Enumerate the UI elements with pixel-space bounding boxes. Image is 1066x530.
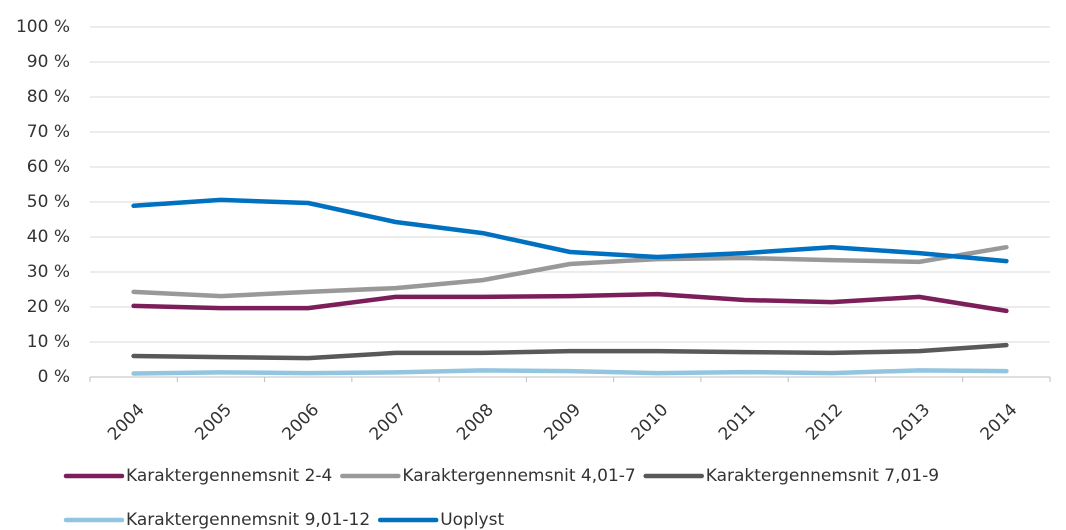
x-tick-label: 2011 [715, 400, 760, 445]
x-tick-label: 2013 [889, 400, 934, 445]
x-tick-label: 2008 [453, 400, 498, 445]
y-tick-label: 20 % [27, 297, 70, 317]
y-tick-label: 50 % [27, 192, 70, 212]
y-tick-label: 10 % [27, 332, 70, 352]
x-tick-label: 2010 [628, 400, 673, 445]
x-tick-label: 2007 [366, 400, 411, 445]
x-tick-label: 2014 [977, 400, 1022, 445]
y-tick-label: 100 % [16, 17, 70, 37]
series-line [131, 342, 1009, 361]
series-line [131, 197, 1009, 264]
series-line [131, 368, 1009, 376]
y-tick-label: 30 % [27, 262, 70, 282]
legend-label: Karaktergennemsnit 2-4 [126, 466, 332, 486]
legend-label: Karaktergennemsnit 4,01-7 [402, 466, 635, 486]
y-tick-label: 40 % [27, 227, 70, 247]
y-tick-label: 0 % [38, 367, 70, 387]
legend-label: Uoplyst [440, 510, 504, 530]
y-tick-label: 60 % [27, 157, 70, 177]
y-tick-label: 80 % [27, 87, 70, 107]
x-tick-label: 2009 [540, 400, 585, 445]
x-tick-label: 2006 [279, 400, 324, 445]
y-tick-label: 90 % [27, 52, 70, 72]
x-tick-label: 2005 [191, 400, 236, 445]
x-tick-label: 2004 [104, 400, 149, 445]
series-line [131, 244, 1009, 299]
x-tick-label: 2012 [802, 400, 847, 445]
y-tick-label: 70 % [27, 122, 70, 142]
series-line [131, 291, 1009, 314]
legend-label: Karaktergennemsnit 9,01-12 [126, 510, 370, 530]
legend-label: Karaktergennemsnit 7,01-9 [706, 466, 939, 486]
